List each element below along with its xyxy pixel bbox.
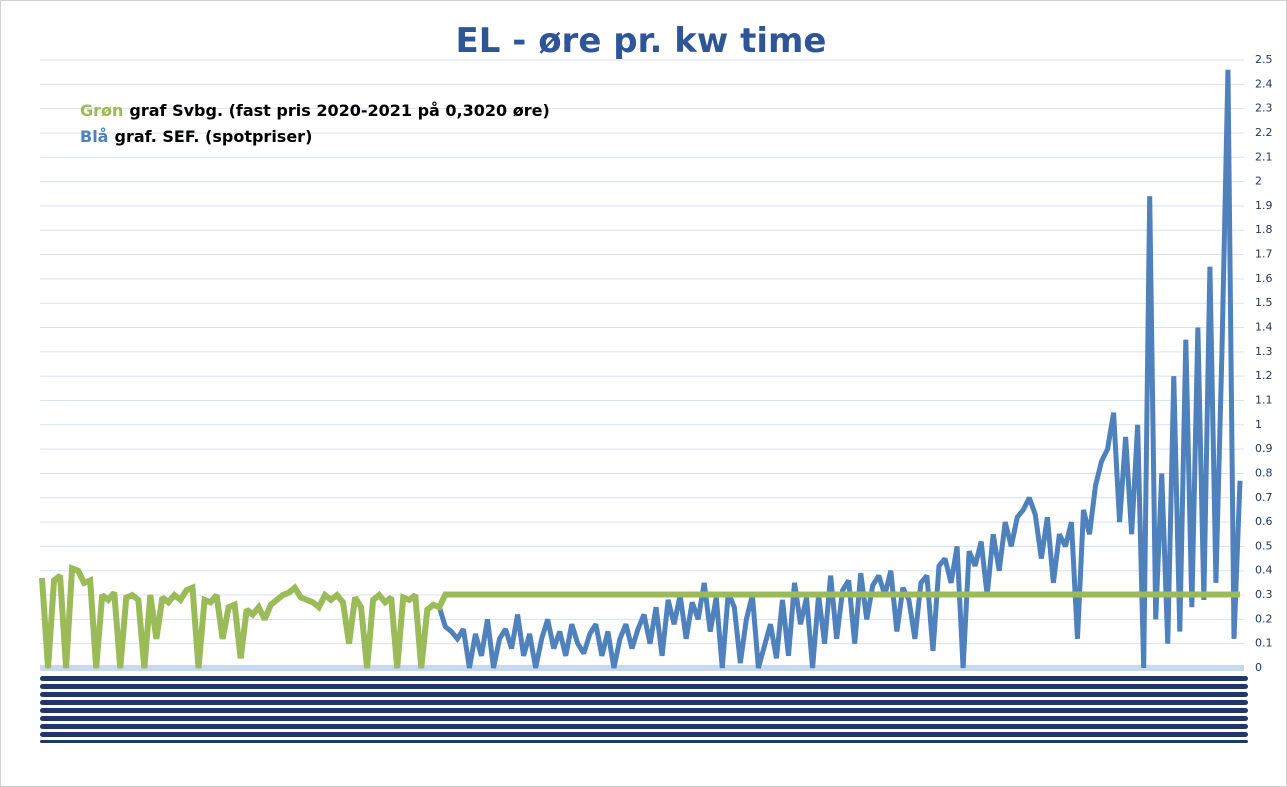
y-tick-label: 1 [1255,418,1262,431]
x-axis-labels [40,676,1248,743]
legend-name: Grøn [80,101,123,120]
line-series [39,563,1240,669]
grid [40,59,1244,671]
annotation: graf. SEF. (spotpriser) [114,127,312,146]
annotation: graf Svbg. (fast pris 2020-2021 på 0,302… [129,101,549,120]
y-tick-label: 1.8 [1255,223,1273,236]
y-tick-label: 0.1 [1255,637,1273,650]
x-label-row [40,732,1248,737]
legend-entry: Grøn graf Svbg. (fast pris 2020-2021 på 0… [80,101,550,120]
x-label-row [40,708,1248,713]
y-tick-label: 0.8 [1255,466,1273,479]
y-tick-label: 1.6 [1255,272,1273,285]
y-tick-label: 2 [1255,175,1262,188]
x-label-row [40,684,1248,689]
legend-name: Blå [80,127,108,146]
y-tick-label: 0.9 [1255,442,1273,455]
y-tick-label: 2.2 [1255,126,1273,139]
y-tick-label: 0.6 [1255,515,1273,528]
y-tick-label: 0.7 [1255,491,1273,504]
y-tick-label: 0.2 [1255,612,1273,625]
x-label-row [40,716,1248,721]
x-label-row [40,740,1248,743]
x-label-row [40,676,1248,681]
y-tick-label: 0 [1255,661,1262,674]
y-tick-label: 2.5 [1255,53,1273,66]
y-tick-label: 0.5 [1255,539,1273,552]
y-tick-label: 1.9 [1255,199,1273,212]
y-tick-label: 2.1 [1255,150,1273,163]
y-tick-label: 0.3 [1255,588,1273,601]
x-label-row [40,692,1248,697]
y-tick-label: 1.5 [1255,296,1273,309]
legend-entry: Blå graf. SEF. (spotpriser) [80,127,312,146]
y-tick-label: 1.7 [1255,248,1273,261]
x-label-row [40,700,1248,705]
y-tick-label: 1.4 [1255,321,1273,334]
y-tick-label: 2.3 [1255,102,1273,115]
y-tick-label: 1.2 [1255,369,1273,382]
y-tick-label: 2.4 [1255,77,1273,90]
x-label-row [40,724,1248,729]
y-tick-label: 1.1 [1255,393,1273,406]
chart-title: EL - øre pr. kw time [456,21,827,61]
y-tick-label: 1.3 [1255,345,1273,358]
y-tick-label: 0.4 [1255,564,1273,577]
